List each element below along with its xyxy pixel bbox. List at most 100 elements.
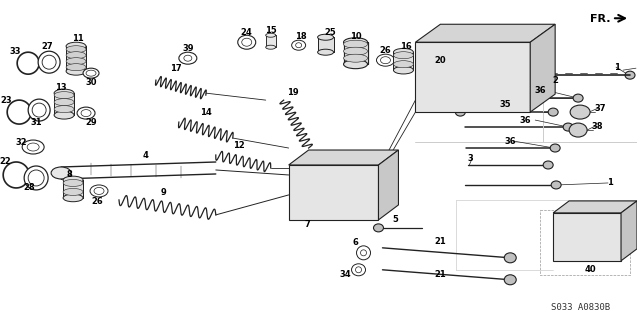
- Ellipse shape: [394, 52, 413, 59]
- Ellipse shape: [54, 106, 74, 113]
- Ellipse shape: [341, 181, 348, 189]
- Ellipse shape: [601, 223, 617, 239]
- Ellipse shape: [94, 188, 104, 195]
- Ellipse shape: [376, 54, 394, 66]
- Ellipse shape: [179, 52, 197, 64]
- Ellipse shape: [296, 43, 302, 48]
- Text: 9: 9: [161, 188, 167, 197]
- Text: 1: 1: [614, 63, 620, 72]
- Ellipse shape: [66, 46, 86, 53]
- Ellipse shape: [557, 223, 573, 239]
- Bar: [343, 42, 368, 64]
- Ellipse shape: [51, 167, 71, 179]
- Ellipse shape: [508, 57, 519, 67]
- Text: 40: 40: [584, 265, 596, 274]
- Ellipse shape: [81, 109, 91, 116]
- Polygon shape: [553, 213, 621, 261]
- Text: 32: 32: [15, 138, 27, 147]
- Ellipse shape: [438, 53, 456, 71]
- Text: 1: 1: [607, 179, 613, 188]
- Ellipse shape: [505, 53, 522, 71]
- Text: 28: 28: [24, 183, 35, 192]
- Ellipse shape: [464, 57, 475, 67]
- Text: 25: 25: [325, 28, 336, 37]
- Text: 5: 5: [392, 215, 398, 224]
- Ellipse shape: [442, 97, 452, 107]
- Ellipse shape: [361, 250, 366, 256]
- Ellipse shape: [380, 57, 390, 64]
- Bar: [394, 52, 413, 70]
- Ellipse shape: [440, 80, 454, 94]
- Ellipse shape: [583, 227, 591, 235]
- Polygon shape: [289, 150, 399, 165]
- Ellipse shape: [343, 38, 368, 47]
- Ellipse shape: [482, 53, 500, 71]
- Ellipse shape: [539, 80, 547, 87]
- Ellipse shape: [27, 143, 39, 151]
- Text: 31: 31: [31, 117, 42, 127]
- Text: 6: 6: [353, 238, 359, 247]
- Text: 16: 16: [399, 42, 412, 51]
- Ellipse shape: [63, 176, 83, 184]
- Text: 27: 27: [41, 42, 53, 51]
- Ellipse shape: [343, 54, 368, 62]
- Ellipse shape: [66, 67, 86, 75]
- Text: 26: 26: [380, 46, 391, 55]
- Polygon shape: [415, 24, 555, 42]
- Ellipse shape: [625, 71, 635, 79]
- Text: 12: 12: [233, 140, 245, 149]
- Ellipse shape: [266, 33, 276, 37]
- Ellipse shape: [551, 181, 561, 189]
- Ellipse shape: [486, 57, 496, 67]
- Ellipse shape: [28, 170, 44, 186]
- Ellipse shape: [266, 45, 276, 49]
- Ellipse shape: [42, 55, 56, 69]
- Ellipse shape: [317, 199, 329, 211]
- Text: 33: 33: [10, 47, 21, 56]
- Text: 36: 36: [519, 116, 531, 124]
- Ellipse shape: [361, 199, 373, 211]
- Polygon shape: [621, 201, 637, 261]
- Ellipse shape: [550, 144, 560, 152]
- Ellipse shape: [318, 34, 334, 40]
- Ellipse shape: [573, 94, 583, 102]
- Text: 7: 7: [304, 220, 310, 229]
- Ellipse shape: [343, 60, 368, 69]
- Text: 19: 19: [287, 88, 299, 97]
- Polygon shape: [415, 42, 530, 112]
- Ellipse shape: [357, 246, 371, 260]
- Ellipse shape: [83, 68, 99, 78]
- Ellipse shape: [63, 194, 83, 202]
- Ellipse shape: [242, 38, 252, 46]
- Text: 14: 14: [200, 108, 211, 116]
- Text: 35: 35: [499, 100, 511, 108]
- Bar: [66, 46, 86, 71]
- Ellipse shape: [63, 188, 83, 196]
- Text: 13: 13: [55, 83, 67, 92]
- Ellipse shape: [32, 103, 46, 117]
- Ellipse shape: [569, 123, 587, 137]
- Ellipse shape: [297, 181, 304, 189]
- Ellipse shape: [508, 97, 519, 107]
- Text: 4: 4: [143, 150, 149, 159]
- Ellipse shape: [394, 66, 413, 74]
- Ellipse shape: [362, 181, 371, 189]
- Ellipse shape: [543, 161, 553, 169]
- Ellipse shape: [579, 223, 595, 239]
- Ellipse shape: [54, 99, 74, 106]
- Ellipse shape: [66, 64, 86, 71]
- Ellipse shape: [343, 47, 368, 55]
- Polygon shape: [530, 24, 555, 112]
- Ellipse shape: [486, 97, 496, 107]
- Ellipse shape: [455, 108, 465, 116]
- Ellipse shape: [318, 181, 327, 189]
- Ellipse shape: [548, 108, 558, 116]
- Ellipse shape: [505, 253, 516, 263]
- Text: 22: 22: [0, 157, 11, 166]
- Polygon shape: [289, 165, 378, 220]
- Polygon shape: [553, 201, 637, 213]
- Ellipse shape: [355, 267, 362, 273]
- Ellipse shape: [394, 61, 413, 68]
- Ellipse shape: [54, 111, 74, 119]
- Ellipse shape: [420, 57, 431, 67]
